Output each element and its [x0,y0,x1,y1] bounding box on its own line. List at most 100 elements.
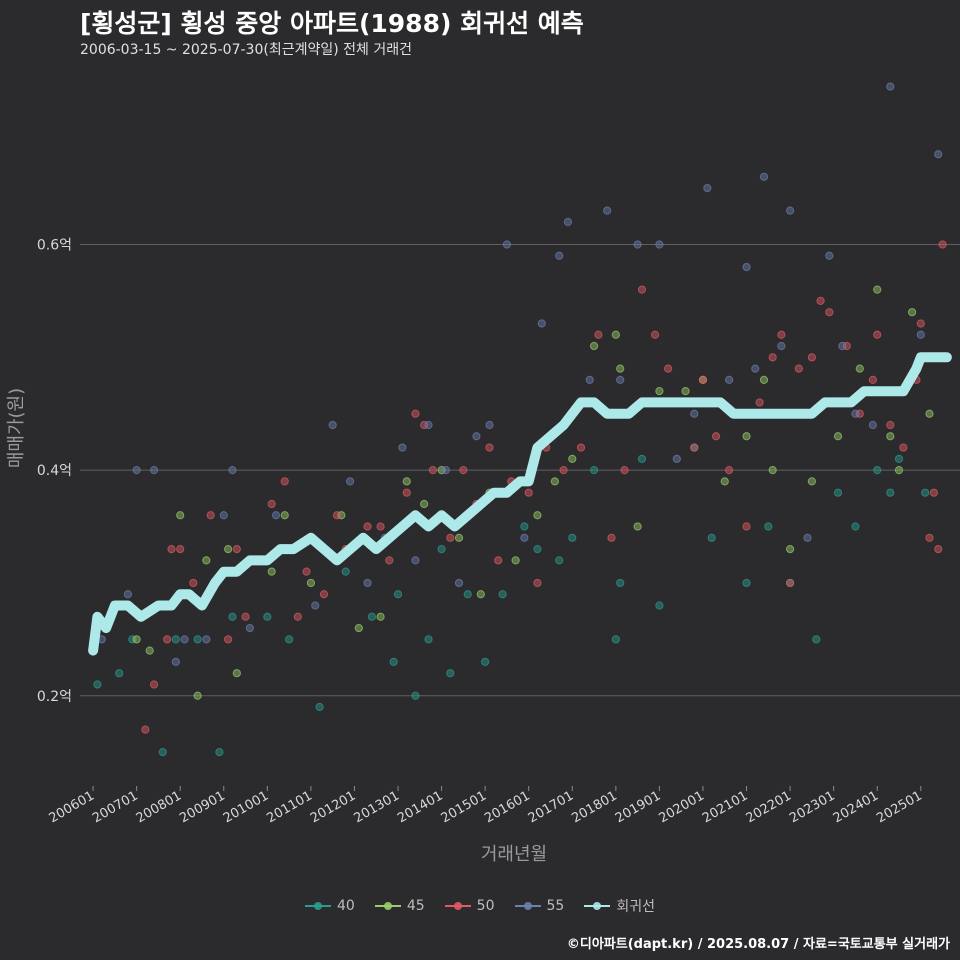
scatter-point-55 [245,623,255,633]
scatter-point-50 [224,635,233,644]
scatter-point-55 [886,82,895,91]
scatter-point-50 [594,330,603,339]
legend-item: 55 [514,896,565,916]
scatter-point-50 [176,544,185,554]
scatter-point-45 [894,466,904,475]
scatter-point-45 [354,623,363,633]
scatter-point-50 [711,432,721,441]
scatter-point-45 [232,669,241,678]
scatter-point-45 [280,511,289,520]
scatter-point-40 [128,635,137,644]
scatter-point-45 [833,432,843,441]
scatter-point-45 [511,556,520,565]
x-tick-label: 202201 [744,788,794,826]
scatter-point-55 [803,533,812,542]
scatter-point-40 [555,556,564,565]
legend-item: 40 [305,896,355,916]
scatter-point-40 [742,578,751,588]
legend-label: 50 [476,898,495,914]
scatter-point-50 [785,578,795,588]
scatter-point-50 [376,522,385,531]
scatter-point-55 [537,319,546,328]
legend-label: 55 [546,898,565,914]
y-axis-title: 매매가(원) [6,388,27,468]
scatter-point-45 [193,691,202,700]
scatter-point-55 [424,420,433,430]
scatter-point-50 [319,590,329,599]
scatter-point-45 [202,556,211,565]
scatter-point-45 [616,364,625,373]
scatter-point-45 [742,432,751,441]
scatter-point-40 [498,590,507,599]
scatter-point-45 [589,341,599,351]
scatter-point-50 [206,511,215,520]
y-tick-label: 0.6억 [37,238,72,254]
scatter-point-55 [916,330,925,339]
legend-key-icon [305,901,332,911]
scatter-point-50 [855,409,864,418]
x-tick-label: 201501 [439,788,489,826]
x-tick-label: 201401 [395,788,445,826]
scatter-point-55 [472,432,481,441]
scatter-point-40 [158,748,167,757]
scatter-point-50 [446,533,455,542]
scatter-point-50 [420,420,429,430]
scatter-point-50 [385,556,394,565]
x-tick-label: 202101 [700,788,750,826]
scatter-point-55 [132,466,141,475]
legend-key-icon [514,901,541,911]
scatter-point-50 [938,240,947,249]
scatter-point-55 [149,466,159,475]
x-tick-label: 201601 [482,788,532,826]
legend-label: 회귀선 [616,899,655,915]
scatter-point-50 [929,488,938,497]
scatter-point-45 [402,477,411,486]
scatter-point-40 [886,488,895,497]
scatter-point-40 [873,466,882,475]
legend-item: 회귀선 [584,896,655,916]
x-tick-label: 200901 [177,788,227,826]
scatter-point-40 [833,488,843,497]
source-footer: ©디아파트(dapt.kr) / 2025.08.07 / 자료=국토교통부 실… [566,937,950,952]
scatter-point-50 [916,319,925,328]
scatter-point-50 [899,443,908,452]
x-tick-label: 200601 [47,788,97,826]
scatter-point-45 [533,511,542,520]
scatter-point-40 [171,635,180,644]
scatter-point-50 [934,544,943,554]
scatter-point-55 [672,454,681,463]
scatter-point-50 [293,612,302,621]
x-tick-label: 202501 [874,788,924,826]
scatter-point-40 [812,635,821,644]
chart-subtitle: 2006-03-15 ~ 2025-07-30(최근계약일) 전체 거래건 [80,42,412,58]
scatter-point-55 [616,375,625,384]
scatter-point-40 [285,635,294,644]
scatter-point-50 [620,466,629,475]
scatter-point-55 [851,409,860,418]
scatter-point-45 [633,522,642,531]
scatter-point-50 [768,353,777,362]
scatter-point-55 [655,240,664,249]
scatter-point-55 [751,364,760,373]
scatter-point-55 [363,578,372,588]
x-tick-label: 201201 [308,788,358,826]
x-tick-label: 202001 [656,788,706,826]
legend-key-icon [444,901,471,911]
scatter-point-45 [886,432,895,441]
scatter-point-50 [777,330,786,339]
scatter-point-45 [768,466,777,475]
scatter-point-50 [280,477,289,486]
legend-label: 45 [406,898,425,914]
scatter-point-55 [563,217,573,227]
scatter-point-50 [428,466,437,475]
scatter-point-40 [707,533,716,542]
scatter-point-40 [341,567,350,576]
scatter-point-45 [145,646,154,655]
scatter-point-50 [794,364,803,373]
scatter-point-50 [698,375,708,384]
legend-key-icon [374,901,401,911]
scatter-point-45 [681,387,690,396]
scatter-point-50 [485,443,494,452]
scatter-point-55 [555,251,564,260]
x-tick-label: 200701 [90,788,140,826]
